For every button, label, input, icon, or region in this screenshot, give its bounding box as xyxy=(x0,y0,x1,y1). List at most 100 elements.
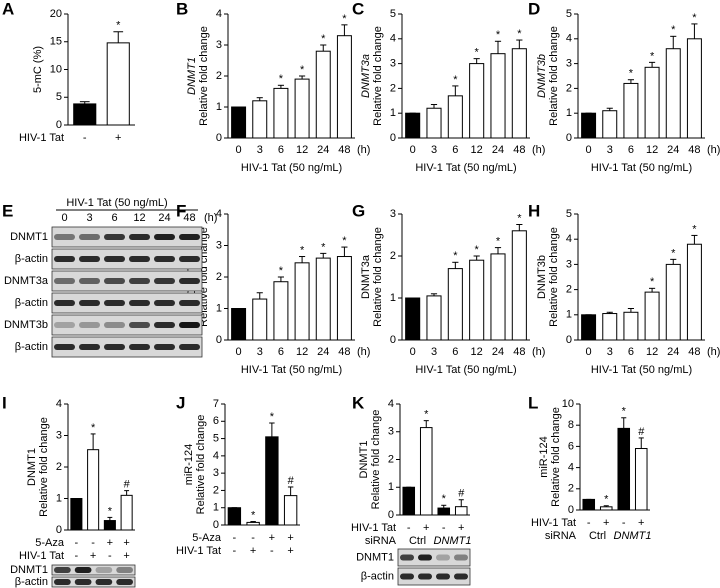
y-tick-label: 4 xyxy=(216,8,222,20)
bar xyxy=(103,520,116,531)
condition-value: - xyxy=(75,537,79,549)
bar xyxy=(454,506,468,516)
y-tick-label: 5 xyxy=(566,8,572,20)
bar xyxy=(581,314,597,341)
significance: * xyxy=(671,24,676,36)
blot-band xyxy=(79,300,100,306)
y-tick-label: 0 xyxy=(390,132,396,144)
significance: * xyxy=(496,29,501,41)
y-label-gene: DNMT3b xyxy=(536,255,548,299)
condition-group: DNMT1 xyxy=(614,530,652,542)
bar xyxy=(437,507,451,516)
blot-band xyxy=(95,567,113,573)
bar xyxy=(120,494,133,531)
blot-band xyxy=(104,234,125,240)
bar xyxy=(511,48,527,139)
y-label-gene: miR-124 xyxy=(183,444,195,486)
blot-band xyxy=(79,256,100,262)
panel-label: B xyxy=(176,0,188,18)
bar xyxy=(665,263,681,341)
blot-band xyxy=(418,573,432,580)
significance: * xyxy=(604,494,609,506)
blot-row-label: β-actin xyxy=(15,341,48,353)
significance: * xyxy=(91,422,96,434)
y-label-gene: DNMT3b xyxy=(536,54,548,98)
x-label: HIV-1 Tat (50 ng/mL) xyxy=(591,364,692,376)
y-tick-label: 1 xyxy=(213,502,219,514)
y-tick-label: 0 xyxy=(566,132,572,144)
significance: * xyxy=(108,505,113,517)
blot-row-label: DNMT3b xyxy=(4,319,48,331)
condition-value: - xyxy=(83,132,87,144)
condition-value: - xyxy=(233,545,237,557)
bar xyxy=(265,436,279,526)
blot-strip xyxy=(51,564,136,576)
x-tick-label: 6 xyxy=(628,346,634,358)
y-tick-label: 1 xyxy=(390,107,396,119)
condition-group: Ctrl xyxy=(409,535,426,547)
blot-row-label: β-actin xyxy=(15,576,48,588)
x-unit: (h) xyxy=(357,346,370,358)
bar xyxy=(336,256,352,341)
x-tick-label: 6 xyxy=(628,144,634,156)
y-tick-label: 3 xyxy=(213,467,219,479)
y-label-gene: DNMT1 xyxy=(358,441,370,479)
y-tick-label: 1 xyxy=(566,107,572,119)
panel-label: K xyxy=(352,393,365,412)
y-tick-label: 1 xyxy=(566,309,572,321)
panel-label: J xyxy=(176,393,185,412)
significance: * xyxy=(442,493,447,505)
x-tick-label: 48 xyxy=(338,346,350,358)
y-tick-label: 15 xyxy=(50,36,62,48)
significance: * xyxy=(475,47,480,59)
bar xyxy=(469,63,485,139)
significance: * xyxy=(622,406,627,418)
blot-band xyxy=(79,344,100,350)
x-tick-label: 3 xyxy=(607,346,613,358)
x-label: HIV-1 Tat (50 ng/mL) xyxy=(415,364,516,376)
significance: * xyxy=(251,509,256,521)
bar xyxy=(73,103,97,126)
blot-band xyxy=(454,573,468,580)
y-label: Relative fold change xyxy=(372,227,384,327)
y-tick-label: 4 xyxy=(388,398,394,410)
x-label: HIV-1 Tat (50 ng/mL) xyxy=(591,162,692,174)
blot-strip xyxy=(51,248,203,270)
lane-label: 24 xyxy=(158,212,170,224)
bar xyxy=(106,42,130,126)
blot-row-label: DNMT1 xyxy=(356,551,394,563)
bar xyxy=(252,100,268,139)
blot-band xyxy=(74,567,92,573)
blot-row-label: β-actin xyxy=(15,253,48,265)
blot-band xyxy=(400,573,414,580)
bar xyxy=(273,281,289,341)
condition-name: HIV-1 Tat xyxy=(176,545,221,557)
significance: * xyxy=(517,28,522,40)
condition-group: DNMT1 xyxy=(434,535,472,547)
condition-value: + xyxy=(107,537,113,549)
blot-band xyxy=(179,322,200,328)
blot-band xyxy=(54,579,71,585)
bar xyxy=(315,50,331,139)
significance: * xyxy=(424,409,429,421)
y-tick-label: 3 xyxy=(566,58,572,70)
blot-band xyxy=(74,579,92,585)
bar xyxy=(665,48,681,139)
x-tick-label: 48 xyxy=(513,144,525,156)
y-tick-label: 1 xyxy=(216,302,222,314)
bar xyxy=(273,87,289,139)
y-label: 5-mC (%) xyxy=(32,46,44,93)
y-tick-label: 4 xyxy=(56,398,62,410)
y-tick-label: 0 xyxy=(216,334,222,346)
significance: * xyxy=(692,12,697,24)
bar xyxy=(426,107,442,139)
bar xyxy=(315,257,331,341)
bar xyxy=(294,262,310,341)
significance: * xyxy=(629,68,634,80)
panel-label: F xyxy=(176,201,186,220)
y-tick-label: 0 xyxy=(566,334,572,346)
bar xyxy=(644,66,660,139)
significance: * xyxy=(453,74,458,86)
blot-band xyxy=(179,234,200,240)
